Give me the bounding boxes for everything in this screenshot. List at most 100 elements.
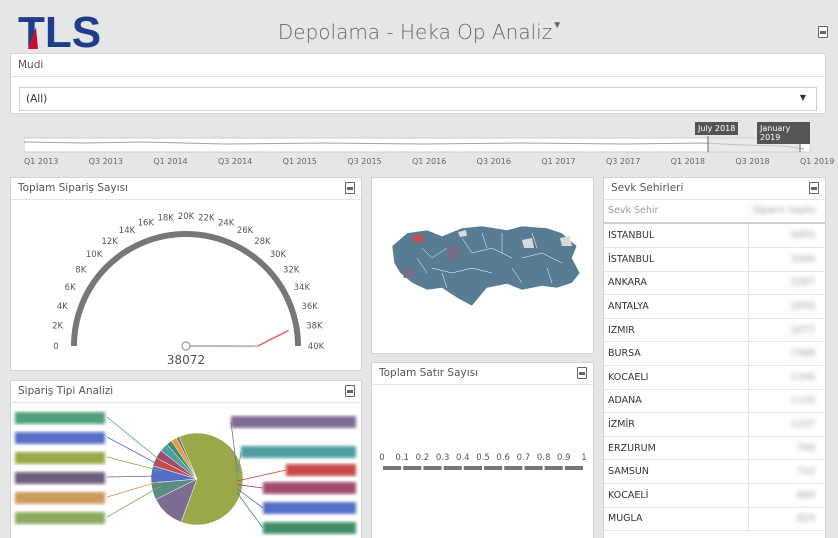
table-row[interactable]: IZMIR 2077 bbox=[604, 318, 825, 343]
value-cell: 1340 bbox=[747, 365, 825, 390]
pie-label bbox=[263, 502, 356, 514]
gauge-title-text: Toplam Sipariş Sayısı bbox=[18, 182, 128, 194]
table-row[interactable]: ADANA 1120 bbox=[604, 389, 825, 414]
page-title-text: Depolama - Heka Op Analiz bbox=[277, 20, 553, 44]
lines-chart: 0 0.1 0.2 0.3 0.4 0.5 0.6 0.7 0.8 0.9 1 bbox=[379, 453, 587, 470]
turkey-map[interactable] bbox=[372, 178, 595, 355]
city-cell: KOCAELİ bbox=[604, 483, 748, 508]
value-cell: 2050 bbox=[747, 294, 825, 319]
gauge-tick-label: 4K bbox=[57, 302, 68, 312]
gauge-tick-label: 16K bbox=[138, 218, 155, 228]
gauge-needle-tip bbox=[257, 329, 290, 347]
value-cell: 750 bbox=[747, 436, 825, 461]
table-row[interactable]: KOCAELI 1340 bbox=[604, 365, 825, 390]
timeline-tick-label: Q3 2016 bbox=[476, 157, 511, 166]
map-panel bbox=[371, 177, 594, 354]
city-cell: ADANA bbox=[604, 389, 748, 414]
pie-label bbox=[241, 446, 356, 458]
timeline-tick-label: Q1 2015 bbox=[282, 157, 317, 166]
filter-icon[interactable]: ▼ bbox=[552, 20, 563, 31]
gauge-tick-label: 18K bbox=[157, 214, 174, 224]
table-row[interactable]: ISTANBUL 4455 bbox=[604, 224, 825, 249]
timeline-tick-label: Q1 2018 bbox=[670, 157, 705, 166]
range-end-label[interactable]: January 2019 bbox=[757, 122, 810, 144]
table-row[interactable]: ANKARA 2267 bbox=[604, 271, 825, 296]
axis-segment bbox=[524, 466, 543, 470]
gauge-tick-label: 14K bbox=[119, 226, 136, 236]
city-cell: İSTANBUL bbox=[604, 247, 748, 272]
col-city[interactable]: Sevk Sehir bbox=[608, 205, 659, 216]
city-cell: ANTALYA bbox=[604, 294, 748, 319]
table-row[interactable]: ERZURUM 750 bbox=[604, 436, 825, 461]
city-cell: BURSA bbox=[604, 341, 748, 367]
pie-leader-line bbox=[236, 469, 287, 482]
col-value[interactable]: Siparis Sayisi bbox=[748, 200, 825, 222]
table-row[interactable]: MUGLA 624 bbox=[604, 507, 825, 532]
timeline-axis: Q1 2013 Q3 2013 Q1 2014 Q3 2014 Q1 2015 Q3 20… bbox=[24, 157, 834, 169]
timeline-tick-label: Q3 2014 bbox=[218, 157, 253, 166]
export-icon[interactable] bbox=[345, 385, 355, 397]
table-row[interactable]: İZMİR 1207 bbox=[604, 412, 825, 437]
timeline[interactable]: July 2018 January 2019 Q1 2013 Q3 2013 Q1 … bbox=[24, 122, 834, 170]
pie-label bbox=[15, 452, 105, 464]
timeline-tick-label: Q3 2018 bbox=[735, 157, 770, 166]
table-row[interactable]: KOCAELİ 684 bbox=[604, 483, 825, 508]
timeline-tick-label: Q1 2016 bbox=[412, 157, 447, 166]
city-cell: ANKARA bbox=[604, 271, 748, 296]
table-row[interactable]: İSTANBUL 3300 bbox=[604, 247, 825, 272]
pie-leader-line bbox=[230, 421, 238, 472]
axis-segment bbox=[463, 466, 482, 470]
pie-leader-line bbox=[236, 451, 242, 478]
gauge-tick-label: 12K bbox=[101, 237, 118, 247]
value-cell: 3300 bbox=[747, 247, 825, 272]
city-cell: İZMİR bbox=[604, 412, 748, 437]
pie-label bbox=[15, 492, 105, 504]
timeline-tick-label: Q3 2013 bbox=[88, 157, 123, 166]
timeline-tick-label: Q3 2015 bbox=[347, 157, 382, 166]
pie-leader-line bbox=[236, 492, 264, 529]
export-icon[interactable] bbox=[577, 367, 587, 379]
filter-label: Mudi bbox=[11, 54, 825, 77]
export-icon[interactable] bbox=[345, 182, 355, 194]
table-row[interactable]: ANTALYA 2050 bbox=[604, 294, 825, 319]
gauge-title: Toplam Sipariş Sayısı bbox=[11, 178, 361, 200]
value-cell: 1207 bbox=[747, 412, 825, 437]
filter-panel: Mudi (All) ▼ bbox=[10, 53, 826, 114]
gauge-tick-label: 24K bbox=[218, 218, 235, 228]
pie-chart[interactable] bbox=[11, 404, 361, 538]
export-icon[interactable] bbox=[818, 26, 828, 38]
pie-label bbox=[15, 472, 105, 484]
cities-header[interactable]: Sevk Sehir Siparis Sayisi bbox=[604, 200, 825, 224]
value-cell: 624 bbox=[747, 507, 825, 532]
city-cell: KOCAELI bbox=[604, 365, 748, 390]
chevron-down-icon: ▼ bbox=[799, 93, 806, 102]
export-icon[interactable] bbox=[809, 182, 819, 194]
gauge-tick-label: 2K bbox=[52, 322, 63, 332]
mudi-dropdown-value: (All) bbox=[26, 93, 48, 105]
gauge-value-label: 38072 bbox=[166, 353, 206, 367]
range-start-label[interactable]: July 2018 bbox=[695, 122, 739, 135]
pie-label bbox=[263, 522, 356, 534]
gauge-tick-label: 20K bbox=[178, 212, 195, 222]
gauge-tick-label: 22K bbox=[198, 214, 215, 224]
table-row[interactable]: BURSA 1566 bbox=[604, 341, 825, 367]
gauge-tick-label: 36K bbox=[301, 302, 318, 312]
city-cell: SAMSUN bbox=[604, 459, 748, 485]
pie-label bbox=[15, 432, 105, 444]
logo: TLS bbox=[18, 8, 118, 57]
value-cell: 1566 bbox=[747, 341, 825, 367]
pie-title-text: Sipariş Tipi Analizi bbox=[18, 385, 114, 397]
lines-panel: Toplam Satır Sayısı 0 0.1 0.2 0.3 0.4 0.5 0.6 0… bbox=[371, 362, 594, 538]
gauge-tick-label: 26K bbox=[237, 226, 254, 236]
cities-title: Sevk Sehirleri bbox=[604, 178, 825, 200]
table-row[interactable]: SAMSUN 710 bbox=[604, 459, 825, 485]
pie-leader-line bbox=[236, 484, 264, 489]
pie-leader-line bbox=[106, 485, 162, 518]
timeline-tick-label: Q3 2017 bbox=[606, 157, 641, 166]
pie-label bbox=[286, 464, 356, 476]
pie-title: Sipariş Tipi Analizi bbox=[11, 381, 361, 403]
axis-segment bbox=[383, 466, 402, 470]
pie-label bbox=[15, 512, 105, 524]
mudi-dropdown[interactable]: (All) ▼ bbox=[19, 87, 817, 111]
